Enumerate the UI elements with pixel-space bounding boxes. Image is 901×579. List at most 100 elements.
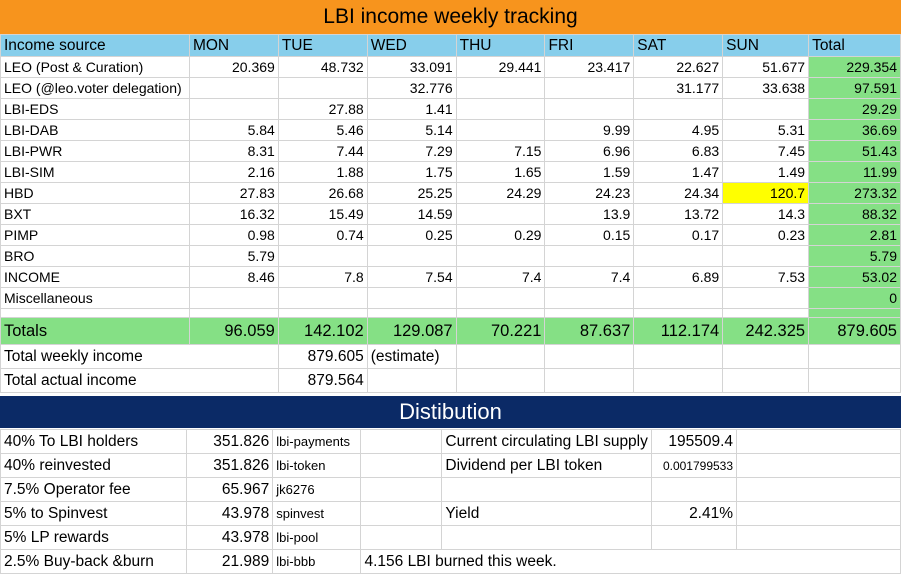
tue-cell[interactable]: 7.44 — [277, 140, 368, 162]
empty-cell[interactable] — [808, 368, 901, 393]
thu-cell[interactable]: 29.441 — [455, 56, 546, 78]
distribution-label[interactable]: 5% to Spinvest — [0, 501, 187, 526]
header-sun[interactable]: SUN — [722, 34, 810, 57]
total-cell[interactable]: 273.32 — [808, 182, 901, 204]
metric-value[interactable] — [650, 477, 738, 502]
total-wed[interactable]: 129.087 — [366, 317, 457, 345]
empty-cell[interactable] — [360, 501, 443, 526]
distribution-amount[interactable]: 351.826 — [185, 453, 274, 478]
grand-total[interactable]: 879.605 — [808, 317, 901, 345]
sun-cell[interactable]: 7.45 — [722, 140, 810, 162]
tue-cell[interactable]: 1.88 — [277, 161, 368, 183]
sun-cell[interactable]: 33.638 — [722, 77, 810, 99]
sun-cell[interactable] — [722, 98, 810, 120]
tue-cell[interactable] — [277, 245, 368, 267]
fri-cell[interactable]: 0.15 — [544, 224, 635, 246]
total-cell[interactable]: 29.29 — [808, 98, 901, 120]
wed-cell[interactable]: 1.41 — [366, 98, 457, 120]
metric-label[interactable] — [441, 477, 652, 502]
empty-cell[interactable] — [736, 525, 901, 550]
thu-cell[interactable]: 7.4 — [455, 266, 546, 288]
empty-cell[interactable] — [633, 368, 724, 393]
distribution-amount[interactable]: 65.967 — [185, 477, 274, 502]
total-cell[interactable]: 97.591 — [808, 77, 901, 99]
distribution-label[interactable]: 2.5% Buy-back &burn — [0, 549, 187, 574]
fri-cell[interactable] — [544, 245, 635, 267]
total-cell[interactable]: 229.354 — [808, 56, 901, 78]
thu-cell[interactable] — [455, 203, 546, 225]
total-cell[interactable]: 11.99 — [808, 161, 901, 183]
sat-cell[interactable] — [633, 98, 724, 120]
sun-cell[interactable]: 1.49 — [722, 161, 810, 183]
empty-cell[interactable] — [633, 344, 724, 369]
wed-cell[interactable]: 14.59 — [366, 203, 457, 225]
fri-cell[interactable]: 23.417 — [544, 56, 635, 78]
sat-cell[interactable] — [633, 245, 724, 267]
income-source-cell[interactable]: LBI-PWR — [0, 140, 190, 162]
header-fri[interactable]: FRI — [544, 34, 635, 57]
metric-label[interactable] — [441, 525, 652, 550]
distribution-account[interactable]: jk6276 — [272, 477, 362, 502]
total-fri[interactable]: 87.637 — [544, 317, 635, 345]
total-weekly-income-label[interactable]: Total weekly income — [0, 344, 279, 369]
total-cell[interactable]: 0 — [808, 287, 901, 309]
income-source-cell[interactable]: PIMP — [0, 224, 190, 246]
sat-cell[interactable]: 4.95 — [633, 119, 724, 141]
total-actual-income-label[interactable]: Total actual income — [0, 368, 279, 393]
distribution-account[interactable]: lbi-payments — [272, 429, 362, 454]
wed-cell[interactable]: 0.25 — [366, 224, 457, 246]
mon-cell[interactable]: 27.83 — [188, 182, 279, 204]
total-weekly-income-note[interactable]: (estimate) — [366, 344, 457, 369]
header-income-source[interactable]: Income source — [0, 34, 190, 57]
tue-cell[interactable]: 5.46 — [277, 119, 368, 141]
tue-cell[interactable] — [277, 287, 368, 309]
empty-cell[interactable] — [722, 344, 810, 369]
empty-cell[interactable] — [455, 344, 546, 369]
fri-cell[interactable]: 9.99 — [544, 119, 635, 141]
burn-note[interactable]: 4.156 LBI burned this week. — [360, 549, 901, 574]
header-thu[interactable]: THU — [455, 34, 546, 57]
mon-cell[interactable]: 8.31 — [188, 140, 279, 162]
income-source-cell[interactable]: HBD — [0, 182, 190, 204]
total-sat[interactable]: 112.174 — [633, 317, 724, 345]
income-source-cell[interactable]: LEO (Post & Curation) — [0, 56, 190, 78]
sat-cell[interactable]: 0.17 — [633, 224, 724, 246]
metric-label[interactable]: Yield — [441, 501, 652, 526]
income-source-cell[interactable]: Miscellaneous — [0, 287, 190, 309]
spacer-cell[interactable] — [455, 308, 546, 318]
distribution-account[interactable]: lbi-token — [272, 453, 362, 478]
wed-cell[interactable]: 7.54 — [366, 266, 457, 288]
header-total[interactable]: Total — [808, 34, 901, 57]
empty-cell[interactable] — [360, 525, 443, 550]
sat-cell[interactable]: 6.83 — [633, 140, 724, 162]
income-source-cell[interactable]: LBI-EDS — [0, 98, 190, 120]
empty-cell[interactable] — [722, 368, 810, 393]
mon-cell[interactable] — [188, 98, 279, 120]
empty-cell[interactable] — [736, 453, 901, 478]
sat-cell[interactable] — [633, 287, 724, 309]
income-source-cell[interactable]: LBI-SIM — [0, 161, 190, 183]
wed-cell[interactable]: 33.091 — [366, 56, 457, 78]
tue-cell[interactable]: 48.732 — [277, 56, 368, 78]
spacer-cell[interactable] — [544, 308, 635, 318]
total-actual-income-value[interactable]: 879.564 — [277, 368, 368, 393]
sun-cell[interactable] — [722, 287, 810, 309]
sun-cell[interactable]: 51.677 — [722, 56, 810, 78]
total-cell[interactable]: 51.43 — [808, 140, 901, 162]
thu-cell[interactable] — [455, 98, 546, 120]
wed-cell[interactable]: 5.14 — [366, 119, 457, 141]
spacer-cell[interactable] — [277, 308, 368, 318]
thu-cell[interactable]: 24.29 — [455, 182, 546, 204]
spacer-cell[interactable] — [808, 308, 901, 318]
thu-cell[interactable]: 7.15 — [455, 140, 546, 162]
income-source-cell[interactable]: BRO — [0, 245, 190, 267]
total-cell[interactable]: 2.81 — [808, 224, 901, 246]
sun-cell[interactable]: 0.23 — [722, 224, 810, 246]
empty-cell[interactable] — [455, 368, 546, 393]
thu-cell[interactable]: 1.65 — [455, 161, 546, 183]
metric-label[interactable]: Dividend per LBI token — [441, 453, 652, 478]
metric-value[interactable] — [650, 525, 738, 550]
empty-cell[interactable] — [360, 477, 443, 502]
mon-cell[interactable] — [188, 77, 279, 99]
tue-cell[interactable]: 15.49 — [277, 203, 368, 225]
